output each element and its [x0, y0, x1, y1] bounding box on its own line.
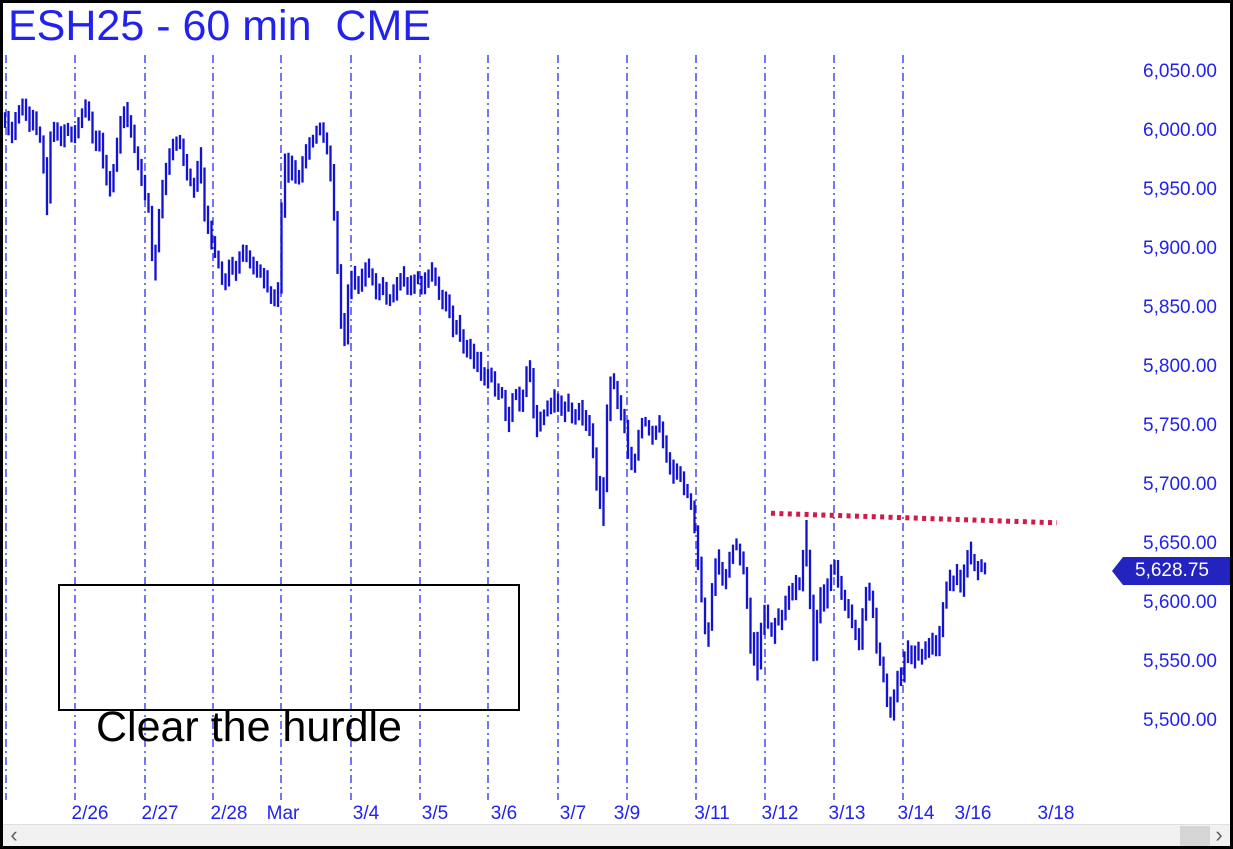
y-tick-label: 5,900.00 — [1143, 238, 1217, 259]
x-date-label: Mar — [266, 803, 300, 824]
x-date-label: 3/18 — [1037, 803, 1075, 824]
price-bars — [3, 98, 987, 721]
chart-title: ESH25 - 60 min CME — [8, 2, 431, 50]
y-tick-label: 5,650.00 — [1143, 533, 1217, 554]
y-tick-label: 5,600.00 — [1143, 592, 1217, 613]
horizontal-scrollbar[interactable]: ‹ › — [3, 824, 1230, 847]
y-tick-label: 5,550.00 — [1143, 651, 1217, 672]
last-price-badge: 5,628.75 — [1112, 557, 1232, 585]
scrollbar-thumb[interactable] — [1180, 826, 1210, 846]
x-date-label: 3/4 — [352, 803, 380, 824]
resistance-dotted-line[interactable] — [770, 510, 1058, 526]
frame-border-right — [1230, 0, 1233, 849]
x-date-label: 3/9 — [613, 803, 641, 824]
y-tick-label: 5,700.00 — [1143, 474, 1217, 495]
x-date-label: 3/13 — [828, 803, 866, 824]
x-date-label: 3/7 — [559, 803, 587, 824]
x-date-label: 2/26 — [71, 803, 109, 824]
x-date-label: 3/6 — [490, 803, 518, 824]
y-tick-label: 5,850.00 — [1143, 297, 1217, 318]
scroll-left-icon[interactable]: ‹ — [10, 822, 18, 847]
y-tick-label: 5,500.00 — [1143, 710, 1217, 731]
annotation-box[interactable]: Clear the hurdle and then we'll talk — [58, 584, 520, 751]
x-date-label: 3/16 — [954, 803, 992, 824]
x-date-label: 2/28 — [210, 803, 248, 824]
x-date-label: 2/27 — [141, 803, 179, 824]
x-date-label: 3/11 — [694, 803, 730, 824]
y-tick-label: 5,800.00 — [1143, 356, 1217, 377]
y-tick-label: 5,750.00 — [1143, 415, 1217, 436]
x-date-label: 3/12 — [761, 803, 799, 824]
annotation-text: Clear the hurdle and then we'll talk — [96, 590, 437, 849]
y-tick-label: 6,050.00 — [1143, 61, 1217, 82]
y-tick-label: 5,950.00 — [1143, 179, 1217, 200]
frame-border-bottom — [0, 846, 1233, 849]
annotation-line1: Clear the hurdle — [96, 703, 402, 751]
x-date-label: 3/5 — [421, 803, 449, 824]
x-date-label: 3/14 — [897, 803, 935, 824]
frame-border-top — [0, 0, 1233, 3]
frame-border-left — [0, 0, 3, 849]
y-tick-label: 6,000.00 — [1143, 120, 1217, 141]
scroll-right-icon[interactable]: › — [1215, 822, 1223, 847]
